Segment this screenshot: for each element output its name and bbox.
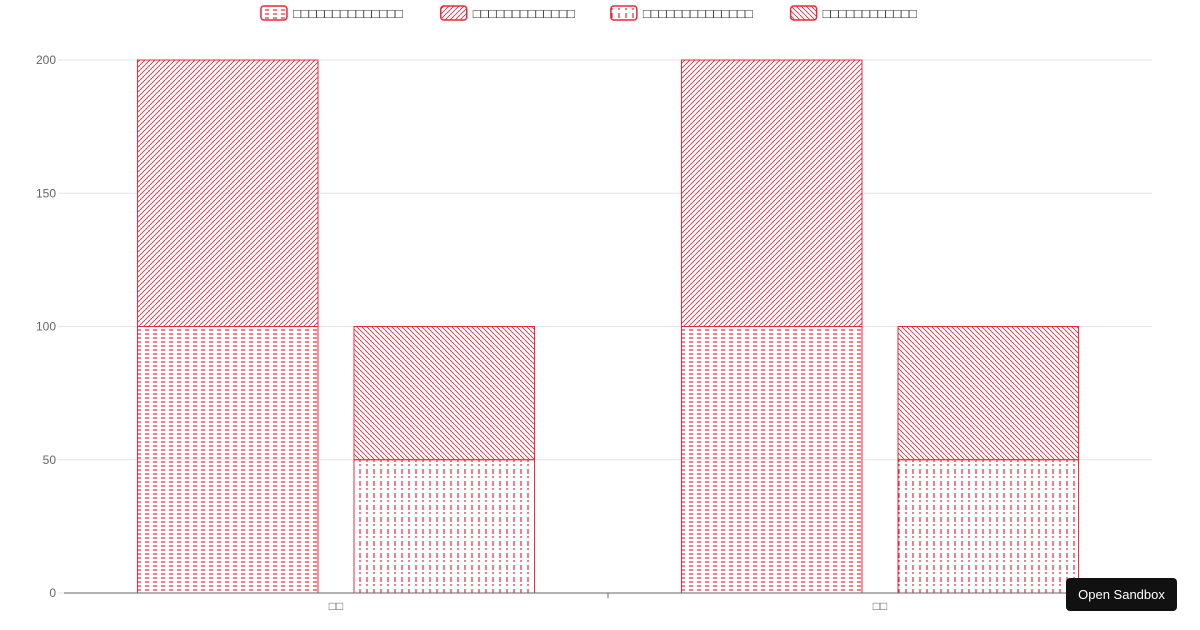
legend-swatch [440, 5, 468, 21]
bar-segment [897, 326, 1080, 461]
y-tick-label: 150 [36, 186, 56, 200]
legend-label: □□□□□□□□□□□□□□ [643, 6, 753, 21]
y-tick-label: 0 [49, 586, 56, 600]
legend-swatch [789, 5, 818, 21]
bar-segment [897, 459, 1080, 594]
axes: □□ □□ [64, 592, 1152, 613]
y-tick-label: 100 [36, 320, 56, 334]
bar-segment [680, 326, 863, 594]
x-tick-label: □□ [873, 599, 888, 613]
y-tick-label: 200 [36, 53, 56, 67]
bar-segment [353, 459, 536, 594]
bar-segment [680, 59, 863, 327]
legend-label: □□□□□□□□□□□□ [823, 6, 917, 21]
legend-swatch [260, 5, 288, 21]
bar-segment [136, 59, 319, 327]
open-sandbox-button[interactable]: Open Sandbox [1066, 578, 1177, 611]
bars [136, 59, 1080, 594]
legend-label: □□□□□□□□□□□□□ [473, 6, 575, 21]
x-tick-label: □□ [329, 599, 344, 613]
legend-label: □□□□□□□□□□□□□□ [293, 6, 403, 21]
chart-legend: □□□□□□□□□□□□□□ □□□□□□□□□□□□□ □□□□□□□□□□□□□… [260, 5, 917, 21]
bar-segment [353, 326, 536, 461]
y-tick-label: 50 [43, 453, 57, 467]
bar-segment [136, 326, 319, 594]
legend-swatch [610, 5, 638, 21]
